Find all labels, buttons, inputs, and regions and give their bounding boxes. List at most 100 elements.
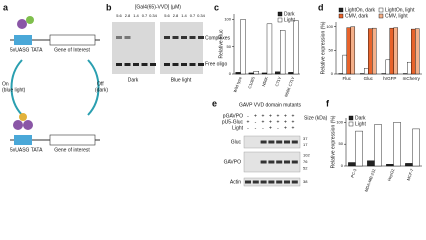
bar bbox=[266, 23, 273, 75]
row-mark: - bbox=[277, 125, 279, 131]
band bbox=[181, 36, 187, 39]
bar bbox=[374, 124, 382, 167]
legend-swatch bbox=[338, 13, 344, 19]
band bbox=[164, 63, 170, 66]
promoter-box bbox=[14, 35, 32, 45]
panel-label: e bbox=[212, 98, 217, 108]
row-mark: - bbox=[262, 125, 264, 131]
band bbox=[116, 36, 122, 39]
y-axis-label: Relative expression (%) bbox=[320, 21, 326, 74]
row-mark: + bbox=[284, 125, 287, 131]
bar bbox=[367, 160, 375, 167]
bar bbox=[261, 72, 268, 75]
legend-label: CMV, light bbox=[385, 13, 408, 19]
x-tick-label: N56K C71V bbox=[283, 76, 295, 98]
gel bbox=[160, 22, 203, 74]
band bbox=[141, 63, 148, 66]
legend-label: Dark bbox=[355, 115, 366, 121]
gene-label: Gene of Interest bbox=[54, 47, 90, 53]
row-label: pGAVPO bbox=[223, 113, 243, 119]
x-tick-label: MCF-7 bbox=[406, 167, 415, 181]
protein bbox=[13, 120, 23, 130]
panel-label: f bbox=[326, 98, 330, 108]
protein bbox=[26, 16, 34, 24]
row-mark: + bbox=[277, 119, 280, 125]
on-note: (blue light) bbox=[2, 87, 26, 93]
bar bbox=[253, 71, 259, 75]
legend-swatch bbox=[277, 17, 283, 23]
blot-label: Actin bbox=[230, 179, 241, 185]
band bbox=[276, 140, 283, 144]
band bbox=[291, 140, 298, 144]
band bbox=[284, 180, 290, 184]
off-note: (dark) bbox=[95, 87, 108, 93]
row-mark: + bbox=[292, 113, 295, 119]
size-label: 17 bbox=[303, 142, 308, 147]
bar bbox=[407, 61, 412, 75]
legend-label: CMV, dark bbox=[345, 13, 369, 19]
panel-label: d bbox=[318, 2, 324, 12]
bar bbox=[288, 72, 294, 75]
x-tick-label: Gluc bbox=[364, 76, 374, 81]
band bbox=[252, 180, 259, 184]
promoter-label: 5xUASG TATA bbox=[10, 147, 43, 153]
band bbox=[133, 63, 139, 66]
gel-label: Dark bbox=[128, 77, 139, 83]
band bbox=[189, 63, 196, 66]
lane-label: 5.6 bbox=[164, 13, 170, 18]
band bbox=[260, 160, 267, 164]
size-label: 102 bbox=[303, 152, 310, 157]
size-label: 52 bbox=[303, 166, 308, 171]
lane-label: 1.4 bbox=[181, 13, 187, 18]
bar bbox=[280, 30, 286, 75]
panel-label: c bbox=[214, 2, 219, 12]
x-tick-label: Wild type bbox=[232, 75, 243, 93]
x-tick-label: HepG2 bbox=[386, 167, 395, 181]
arrow bbox=[10, 59, 23, 116]
band bbox=[164, 36, 170, 39]
y-tick-label: 0 bbox=[341, 163, 344, 168]
x-tick-label: N56K bbox=[261, 76, 269, 87]
bar bbox=[293, 20, 299, 75]
gene-label: Gene of interest bbox=[54, 147, 90, 153]
band bbox=[268, 140, 275, 144]
bar bbox=[248, 72, 255, 75]
y-tick-label: 0 bbox=[229, 71, 232, 76]
band bbox=[172, 36, 179, 39]
row-mark: + bbox=[262, 119, 265, 125]
band bbox=[284, 140, 290, 144]
x-tick-label: PC-3 bbox=[350, 167, 358, 178]
bar bbox=[411, 28, 416, 75]
promoter-label: 5xUASG TATA bbox=[10, 47, 43, 53]
row-mark: + bbox=[284, 119, 287, 125]
lane-label: 2.8 bbox=[125, 13, 131, 18]
bar bbox=[368, 28, 373, 75]
lane-label: 0.34 bbox=[197, 13, 206, 18]
band bbox=[198, 36, 204, 39]
legend-swatch bbox=[348, 121, 354, 127]
band bbox=[124, 63, 131, 66]
row-label: Light bbox=[232, 125, 243, 131]
legend-label: LightOn, light bbox=[385, 7, 415, 13]
size-label: 38 bbox=[303, 179, 308, 184]
lane-label: 0.7 bbox=[142, 13, 148, 18]
x-tick-label: C71V bbox=[274, 76, 282, 87]
bar bbox=[350, 26, 356, 75]
concentration-title: [Gal4(65)-VVD] (µM) bbox=[135, 4, 181, 10]
size-label: 37 bbox=[303, 136, 308, 141]
lane-label: 1.4 bbox=[133, 13, 139, 18]
band bbox=[260, 140, 267, 144]
size-title: Size (kDa) bbox=[304, 115, 328, 121]
panel-label: a bbox=[3, 2, 9, 12]
bar bbox=[393, 122, 401, 167]
bar bbox=[342, 54, 347, 75]
row-mark: - bbox=[247, 113, 249, 119]
band bbox=[116, 63, 122, 66]
x-tick-label: C108S bbox=[247, 76, 256, 90]
bar bbox=[275, 71, 281, 75]
band bbox=[276, 160, 283, 164]
band bbox=[198, 63, 204, 66]
row-mark: - bbox=[255, 119, 257, 125]
band bbox=[124, 36, 131, 39]
off-label: Off bbox=[97, 81, 104, 87]
